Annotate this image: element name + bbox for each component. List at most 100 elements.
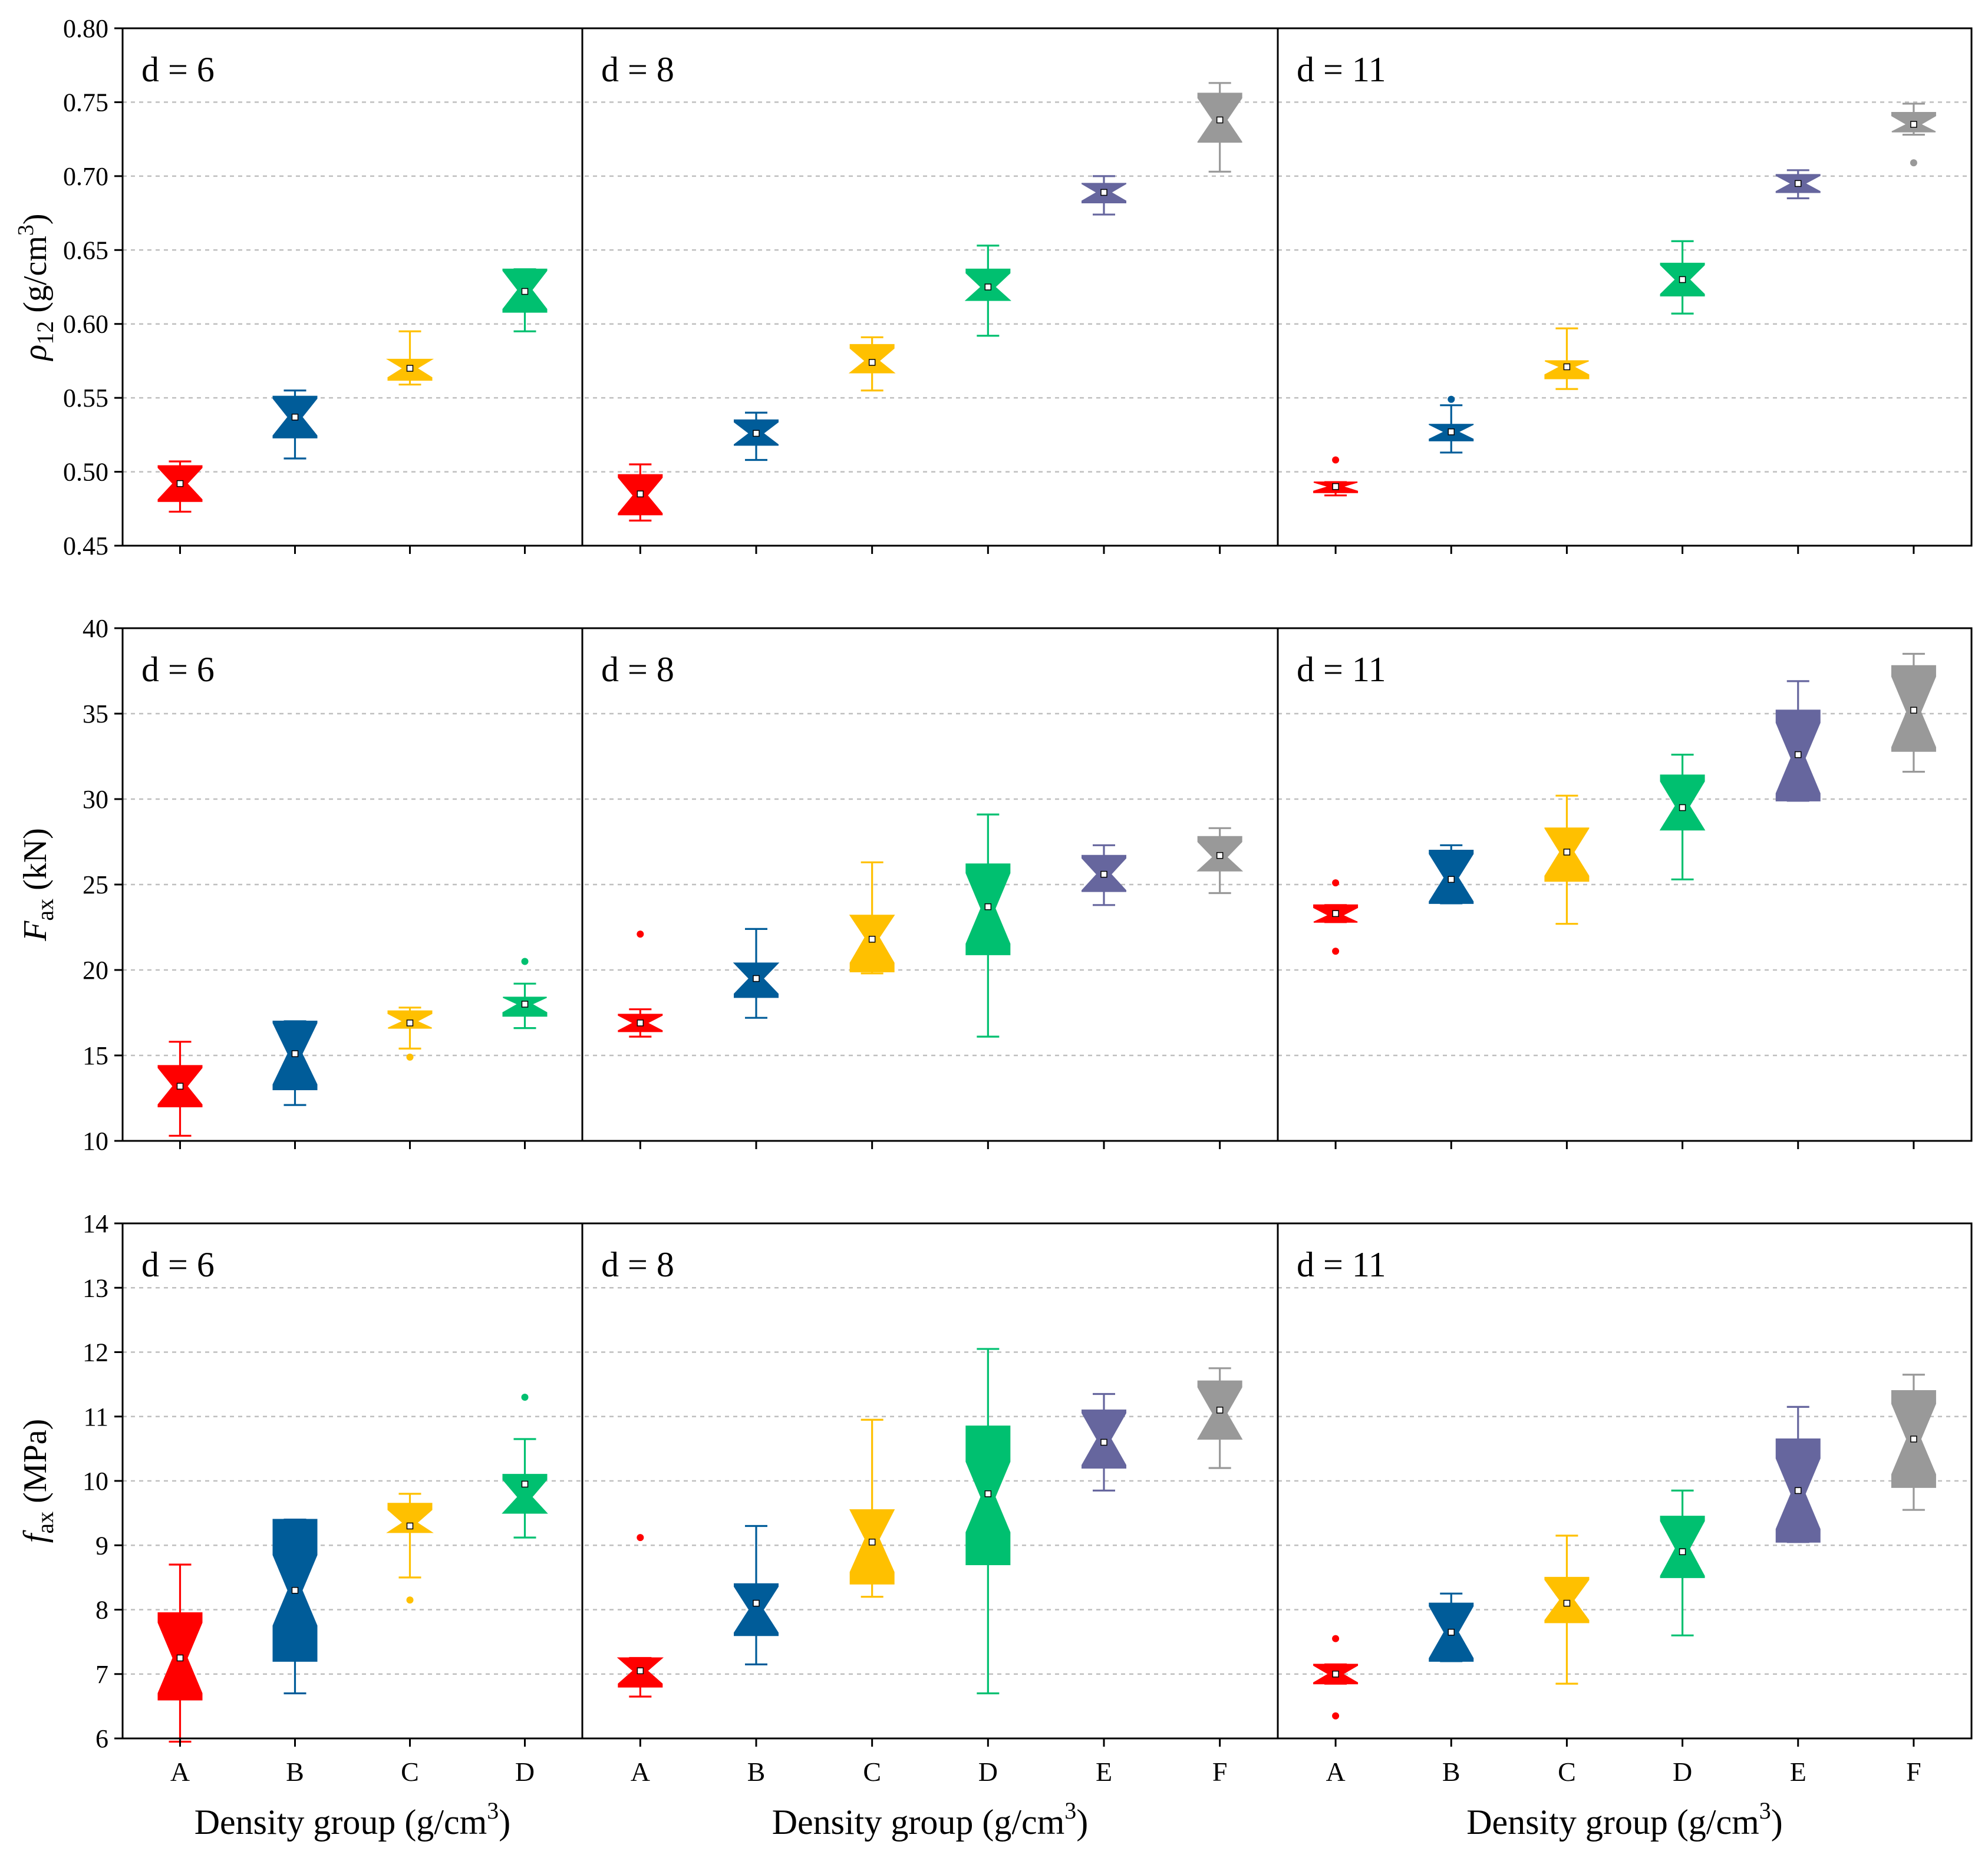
x-category-label: A: [631, 1757, 650, 1787]
x-category-label: B: [1442, 1757, 1460, 1787]
outlier-point: [637, 931, 644, 938]
y-axis-title: ρ12 (g/cm3): [14, 213, 58, 361]
y-tick-label: 0.50: [63, 458, 108, 487]
box-D: [1659, 753, 1706, 880]
mean-marker: [753, 430, 760, 437]
box-body: [1660, 1516, 1705, 1578]
y-axis-title: Fax (kN): [17, 828, 58, 942]
mean-marker: [984, 283, 992, 291]
x-category-label: A: [1326, 1757, 1345, 1787]
mean-marker: [1448, 1628, 1455, 1636]
mean-marker: [1910, 707, 1917, 714]
box-C: [385, 330, 434, 386]
mean-marker: [1100, 870, 1107, 878]
y-tick-label: 25: [83, 870, 108, 899]
mean-marker: [753, 975, 760, 982]
box-B: [272, 1518, 318, 1695]
y-tick-label: 12: [83, 1338, 108, 1367]
box-F: [1891, 652, 1936, 773]
mean-marker: [1910, 1436, 1917, 1443]
y-tick-label: 0.70: [63, 162, 108, 191]
y-tick-label: 0.80: [63, 14, 108, 43]
box-D: [502, 1393, 548, 1539]
box-C: [386, 1493, 434, 1604]
box-B: [1429, 1592, 1474, 1662]
box-body: [849, 915, 895, 972]
mean-marker: [1332, 1671, 1339, 1678]
box-D: [1660, 240, 1705, 315]
box-B: [734, 1525, 779, 1665]
mean-marker: [984, 903, 992, 910]
mean-marker: [1910, 121, 1917, 128]
box-F: [1197, 82, 1242, 173]
y-tick-label: 11: [84, 1403, 108, 1431]
box-D: [965, 813, 1011, 1038]
y-tick-label: 10: [83, 1127, 108, 1156]
panel-d-label: d = 6: [141, 1245, 215, 1284]
y-tick-label: 0.65: [63, 236, 108, 265]
box-B: [1429, 844, 1474, 905]
mean-marker: [1216, 852, 1224, 859]
y-tick-label: 0.60: [63, 310, 108, 339]
panel-d-label: d = 8: [601, 650, 674, 689]
box-F: [1891, 103, 1936, 167]
box-D: [1660, 1489, 1705, 1636]
mean-marker: [406, 365, 414, 372]
mean-marker: [291, 1050, 299, 1057]
box-F: [1196, 1367, 1243, 1469]
x-category-label: E: [1790, 1757, 1806, 1787]
mean-marker: [753, 1599, 760, 1607]
box-C: [849, 1418, 895, 1598]
y-tick-label: 40: [83, 614, 108, 643]
mean-marker: [176, 1654, 184, 1662]
panel-d-label: d = 11: [1297, 1245, 1386, 1284]
mean-marker: [406, 1522, 414, 1530]
y-tick-label: 0.45: [63, 532, 108, 560]
box-A: [1313, 456, 1359, 497]
y-tick-label: 0.55: [63, 384, 108, 413]
x-category-label: D: [978, 1757, 998, 1787]
box-E: [1775, 169, 1821, 200]
mean-marker: [1795, 180, 1802, 187]
box-body: [387, 1010, 433, 1029]
panel-d-label: d = 8: [601, 50, 674, 89]
outlier-point: [1332, 948, 1340, 955]
mean-marker: [1216, 1407, 1224, 1414]
mean-marker: [1795, 751, 1802, 758]
x-category-label: D: [1673, 1757, 1692, 1787]
box-B: [733, 928, 780, 1019]
box-F: [1196, 827, 1244, 895]
y-tick-label: 6: [95, 1724, 108, 1753]
mean-marker: [1679, 276, 1686, 283]
x-category-label: C: [863, 1757, 881, 1787]
box-B: [1429, 395, 1474, 454]
box-B: [734, 411, 779, 461]
y-tick-label: 20: [83, 956, 108, 985]
box-C: [1544, 327, 1590, 390]
y-tick-label: 13: [83, 1273, 108, 1302]
mean-marker: [868, 936, 876, 943]
box-D: [502, 268, 548, 332]
x-category-label: E: [1096, 1757, 1112, 1787]
row-frame: [121, 27, 1973, 547]
mean-marker: [1679, 804, 1686, 811]
mean-marker: [1563, 849, 1571, 856]
x-category-label: B: [286, 1757, 304, 1787]
box-body: [848, 344, 896, 374]
box-B: [272, 389, 318, 460]
mean-marker: [637, 1667, 644, 1675]
outlier-point: [521, 958, 529, 965]
y-tick-label: 35: [83, 699, 108, 728]
box-E: [1082, 175, 1126, 216]
box-C: [849, 861, 895, 975]
x-axis-title: Density group (g/cm3): [194, 1797, 511, 1842]
panel-d-label: d = 6: [141, 650, 215, 689]
box-C: [1544, 794, 1590, 925]
x-axis-title: Density group (g/cm3): [1466, 1797, 1783, 1842]
mean-marker: [1100, 1438, 1107, 1446]
mean-marker: [1216, 116, 1224, 124]
mean-marker: [1100, 189, 1107, 196]
panel-d-label: d = 11: [1297, 50, 1386, 89]
outlier-point: [1332, 1635, 1340, 1642]
